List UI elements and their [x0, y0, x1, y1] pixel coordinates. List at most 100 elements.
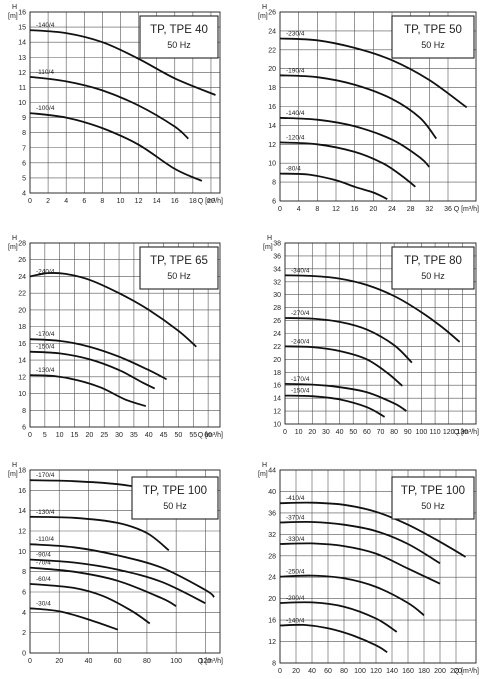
- y-tick-label: 24: [273, 331, 281, 338]
- series-curve: [279, 501, 467, 558]
- y-tick-label: 8: [272, 661, 276, 668]
- x-tick-label: 60: [363, 429, 371, 436]
- chart-panel-5: 0 20 40 60 80 100 120 0 2 4 6 8 10 12 14 16 18H [m] Q [m³/…: [8, 462, 223, 665]
- series-curve: [29, 350, 156, 390]
- series-curve: [29, 76, 189, 140]
- x-tick-label: 0: [28, 658, 32, 665]
- series-curve: [29, 271, 197, 348]
- y-tick-label: 20: [18, 307, 26, 314]
- x-tick-label: 20: [292, 668, 300, 675]
- y-tick-label: 36: [273, 253, 281, 260]
- x-axis-label: Q [m³/h]: [198, 658, 223, 665]
- y-tick-label: 30: [273, 292, 281, 299]
- x-tick-label: 200: [434, 668, 446, 675]
- x-tick-label: 100: [170, 658, 182, 665]
- chart-title: TP, TPE 100: [143, 485, 207, 497]
- y-tick-label: 13: [18, 55, 26, 62]
- title-box: [391, 15, 475, 59]
- y-tick-label: 22: [18, 291, 26, 298]
- series-curve: [29, 112, 203, 182]
- y-tick-label: 14: [18, 40, 26, 47]
- y-tick-label: 14: [18, 358, 26, 365]
- x-tick-label: 28: [407, 206, 415, 213]
- y-tick-label: 0: [22, 651, 26, 658]
- x-axis-label: Q [m³/h]: [198, 198, 223, 205]
- y-tick-label: 11: [19, 85, 26, 92]
- y-tick-label: 36: [268, 510, 276, 517]
- y-tick-label: 20: [273, 357, 281, 364]
- x-tick-label: 0: [278, 206, 282, 213]
- y-tick-label: 8: [22, 408, 26, 415]
- x-tick-label: 60: [204, 432, 212, 439]
- y-tick-label: 6: [22, 590, 26, 597]
- series-curve: [29, 583, 151, 625]
- y-tick-label: 20: [268, 66, 276, 73]
- x-tick-label: 20: [308, 429, 316, 436]
- x-tick-label: 40: [336, 429, 344, 436]
- x-tick-label: 5: [43, 432, 47, 439]
- y-tick-label: 10: [268, 161, 276, 168]
- y-tick-label: 12: [18, 70, 26, 77]
- series-label: -230/4: [286, 30, 305, 37]
- series-curve: [279, 520, 441, 565]
- chart-subtitle: 50 Hz: [421, 40, 445, 50]
- y-tick-label: 10: [18, 391, 26, 398]
- x-tick-label: 30: [322, 429, 330, 436]
- x-axis-label: Q [m³/h]: [198, 432, 223, 439]
- y-tick-label: 2: [22, 630, 26, 637]
- series-label: -90/4: [36, 551, 51, 558]
- y-tick-label: 12: [268, 639, 276, 646]
- y-tick-label: 18: [273, 370, 281, 377]
- x-axis-label: Q [m³/h]: [454, 206, 479, 213]
- x-tick-label: 14: [153, 198, 161, 205]
- y-tick-label: 32: [273, 279, 281, 286]
- series-curve: [279, 623, 388, 654]
- x-axis-label: Q [m³/h]: [454, 429, 479, 436]
- x-tick-label: 80: [390, 429, 398, 436]
- x-tick-label: 60: [114, 658, 122, 665]
- chart-title: TP, TPE 50: [404, 24, 462, 36]
- series-label: -150/4: [291, 388, 310, 395]
- y-tick-label: 6: [272, 199, 276, 206]
- plot-frame: [279, 469, 477, 664]
- chart-panel-4: 0 10 20 30 40 50 60 70 80 90 100 110 120 130101214161…: [263, 235, 479, 436]
- series-curve: [29, 558, 206, 605]
- x-tick-label: 20: [85, 432, 93, 439]
- series-curve: [29, 29, 216, 96]
- x-tick-label: 12: [135, 198, 143, 205]
- y-axis-label: H: [12, 462, 17, 469]
- y-tick-label: 16: [268, 618, 276, 625]
- x-tick-label: 40: [85, 658, 93, 665]
- series-curve: [29, 607, 118, 631]
- title-box: [391, 246, 475, 290]
- y-tick-label: 6: [22, 425, 26, 432]
- y-tick-label: 10: [18, 549, 26, 556]
- chart-subtitle: 50 Hz: [163, 501, 187, 511]
- x-axis-label: Q [m³/h]: [454, 668, 479, 675]
- y-tick-label: 34: [273, 266, 281, 273]
- chart-subtitle: 50 Hz: [421, 271, 445, 281]
- y-tick-label: 24: [268, 575, 276, 582]
- chart-title: TP, TPE 80: [404, 255, 462, 267]
- x-tick-label: 24: [388, 206, 396, 213]
- series-label: -140/4: [286, 110, 305, 117]
- y-tick-label: 8: [22, 569, 26, 576]
- y-tick-label: 24: [268, 28, 276, 35]
- plot-frame: [29, 469, 221, 654]
- y-tick-label: 28: [273, 305, 281, 312]
- series-label: -110/4: [36, 536, 54, 543]
- y-axis-label: H: [267, 235, 272, 242]
- chart-title: TP, TPE 100: [401, 485, 465, 497]
- y-tick-label: 26: [273, 318, 281, 325]
- y-tick-label: 16: [273, 383, 281, 390]
- series-label: -30/4: [36, 600, 51, 607]
- x-tick-label: 220: [450, 668, 462, 675]
- y-tick-label: 16: [18, 488, 26, 495]
- y-tick-label: 4: [22, 191, 26, 198]
- y-tick-label: 26: [268, 10, 276, 17]
- series-label: -140/4: [286, 617, 305, 624]
- y-tick-label: 8: [272, 180, 276, 187]
- y-axis-unit: [m]: [8, 471, 18, 478]
- series-curve: [279, 542, 441, 585]
